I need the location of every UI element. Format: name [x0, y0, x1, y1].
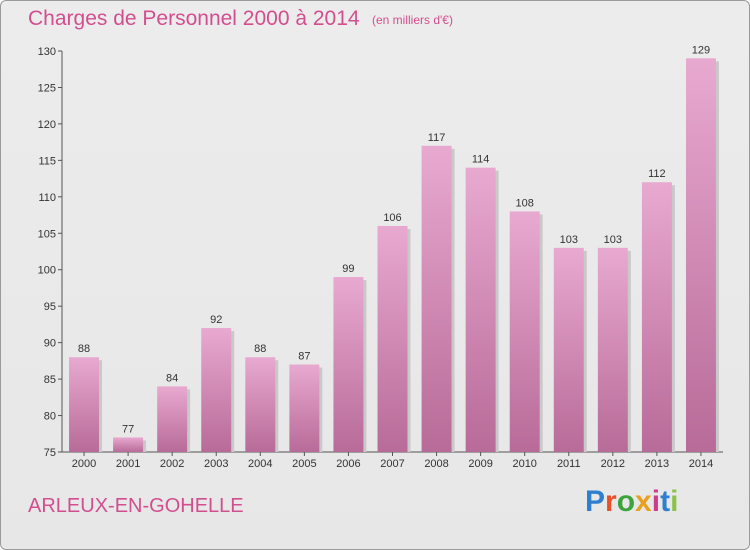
bar-2011 [553, 247, 584, 452]
x-tick-label: 2007 [380, 458, 404, 470]
logo-letter: x [635, 485, 652, 518]
data-label: 117 [428, 132, 446, 144]
bar-2008 [421, 145, 452, 453]
x-tick-label: 2003 [204, 458, 228, 470]
bar-2007 [377, 225, 408, 452]
chart-subtitle: (en milliers d'€) [372, 13, 453, 27]
x-tick-label: 2008 [424, 458, 448, 470]
y-tick-label: 90 [44, 338, 56, 350]
x-tick-label: 2002 [160, 458, 184, 470]
x-tick-label: 2014 [689, 458, 713, 470]
y-tick-label: 100 [38, 265, 56, 277]
bar-2012 [597, 247, 628, 452]
data-label: 112 [648, 168, 666, 180]
y-tick-label: 120 [38, 119, 56, 131]
data-label: 106 [383, 212, 401, 224]
y-tick-label: 95 [44, 301, 56, 313]
proxiti-logo: Proxiti [585, 485, 678, 519]
x-tick-label: 2000 [72, 458, 96, 470]
y-tick-label: 130 [38, 46, 56, 58]
data-label: 103 [604, 234, 622, 246]
bar-2010 [509, 211, 540, 452]
logo-letter: o [616, 485, 636, 518]
x-tick-label: 2012 [601, 458, 625, 470]
bar-2000 [69, 357, 100, 452]
bar-2003 [201, 328, 232, 452]
x-tick-label: 2013 [645, 458, 669, 470]
bar-2002 [157, 386, 188, 452]
y-tick-label: 75 [44, 447, 56, 459]
bar-2013 [641, 182, 672, 452]
x-tick-label: 2010 [512, 458, 536, 470]
data-label: 99 [342, 263, 354, 275]
data-label: 77 [122, 423, 134, 435]
x-tick-label: 2009 [468, 458, 492, 470]
data-label: 103 [560, 234, 578, 246]
y-tick-label: 80 [44, 411, 56, 423]
bar-2005 [289, 364, 320, 452]
y-tick-label: 105 [38, 228, 56, 240]
bar-2014 [685, 58, 716, 453]
y-tick-label: 125 [38, 82, 56, 94]
data-label: 88 [254, 343, 266, 355]
logo-letter: i [651, 485, 661, 518]
data-label: 114 [472, 154, 490, 166]
city-name: ARLEUX-EN-GOHELLE [28, 495, 244, 517]
x-tick-label: 2005 [292, 458, 316, 470]
data-label: 87 [298, 351, 310, 363]
x-tick-label: 2004 [248, 458, 272, 470]
x-tick-label: 2006 [336, 458, 360, 470]
y-tick-label: 115 [38, 155, 56, 167]
bar-2006 [333, 277, 364, 452]
bar-2004 [245, 357, 276, 452]
data-label: 88 [78, 343, 90, 355]
data-label: 108 [516, 197, 534, 209]
y-tick-label: 85 [44, 374, 56, 386]
bar-2001 [113, 437, 144, 452]
x-tick-label: 2011 [557, 458, 581, 470]
logo-letter: r [605, 485, 617, 518]
y-tick-label: 110 [38, 192, 56, 204]
logo-letter: P [585, 485, 606, 518]
data-label: 84 [166, 372, 178, 384]
chart-title: Charges de Personnel 2000 à 2014 [28, 7, 360, 30]
x-tick-label: 2001 [116, 458, 140, 470]
logo-letter: t [660, 485, 671, 518]
data-label: 92 [210, 314, 222, 326]
bar-2009 [465, 167, 496, 452]
data-label: 129 [692, 44, 710, 56]
logo-letter: i [670, 485, 679, 518]
